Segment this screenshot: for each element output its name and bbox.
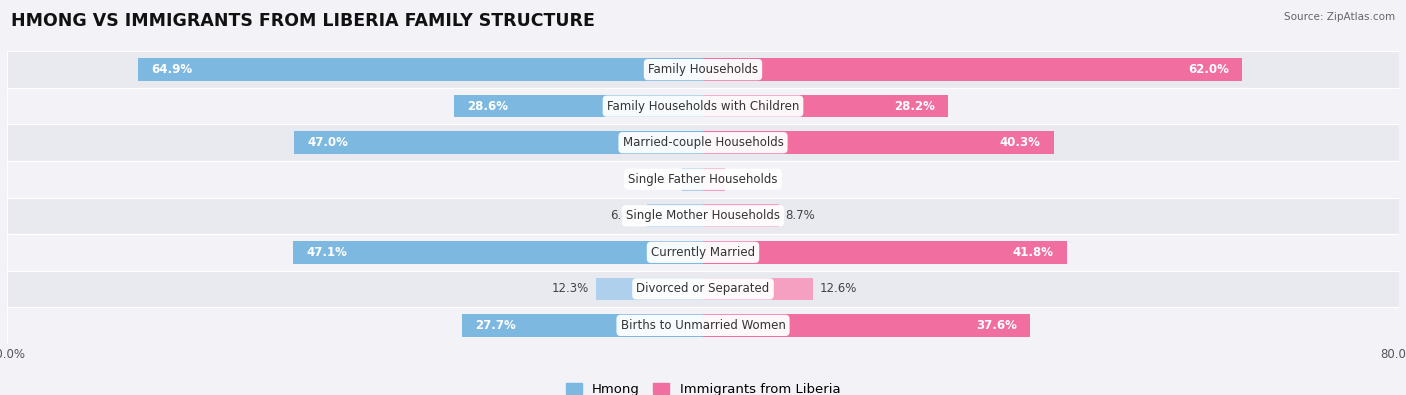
Bar	[7, 161, 1399, 198]
Text: 64.9%: 64.9%	[152, 63, 193, 76]
Bar	[294, 241, 703, 263]
Text: 27.7%: 27.7%	[475, 319, 516, 332]
Text: Family Households: Family Households	[648, 63, 758, 76]
Text: 62.0%: 62.0%	[1188, 63, 1229, 76]
Bar	[703, 168, 724, 190]
Bar	[7, 307, 1399, 344]
Text: Single Father Households: Single Father Households	[628, 173, 778, 186]
Bar	[7, 271, 1399, 307]
Text: 37.6%: 37.6%	[976, 319, 1017, 332]
Text: 41.8%: 41.8%	[1012, 246, 1053, 259]
Text: 2.5%: 2.5%	[731, 173, 762, 186]
Text: 40.3%: 40.3%	[1000, 136, 1040, 149]
Bar	[294, 132, 703, 154]
Bar	[703, 58, 1243, 81]
Bar	[682, 168, 703, 190]
Bar	[463, 314, 703, 337]
Bar	[703, 278, 813, 300]
Legend: Hmong, Immigrants from Liberia: Hmong, Immigrants from Liberia	[561, 377, 845, 395]
Text: Births to Unmarried Women: Births to Unmarried Women	[620, 319, 786, 332]
Text: Source: ZipAtlas.com: Source: ZipAtlas.com	[1284, 12, 1395, 22]
Text: Family Households with Children: Family Households with Children	[607, 100, 799, 113]
Text: Married-couple Households: Married-couple Households	[623, 136, 783, 149]
Bar	[138, 58, 703, 81]
Bar	[703, 205, 779, 227]
Bar	[7, 234, 1399, 271]
Bar	[703, 95, 948, 117]
Bar	[596, 278, 703, 300]
Text: 47.0%: 47.0%	[307, 136, 349, 149]
Text: Divorced or Separated: Divorced or Separated	[637, 282, 769, 295]
Bar	[703, 241, 1067, 263]
Bar	[703, 314, 1031, 337]
Text: 6.4%: 6.4%	[610, 209, 640, 222]
Text: 12.3%: 12.3%	[551, 282, 589, 295]
Text: 47.1%: 47.1%	[307, 246, 347, 259]
Bar	[647, 205, 703, 227]
Bar	[454, 95, 703, 117]
Bar	[7, 88, 1399, 124]
Bar	[7, 124, 1399, 161]
Text: 28.6%: 28.6%	[467, 100, 508, 113]
Bar	[703, 132, 1053, 154]
Bar	[7, 51, 1399, 88]
Text: 2.4%: 2.4%	[645, 173, 675, 186]
Text: 8.7%: 8.7%	[786, 209, 815, 222]
Text: 12.6%: 12.6%	[820, 282, 856, 295]
Text: 28.2%: 28.2%	[894, 100, 935, 113]
Text: HMONG VS IMMIGRANTS FROM LIBERIA FAMILY STRUCTURE: HMONG VS IMMIGRANTS FROM LIBERIA FAMILY …	[11, 12, 595, 30]
Text: Single Mother Households: Single Mother Households	[626, 209, 780, 222]
Bar	[7, 198, 1399, 234]
Text: Currently Married: Currently Married	[651, 246, 755, 259]
